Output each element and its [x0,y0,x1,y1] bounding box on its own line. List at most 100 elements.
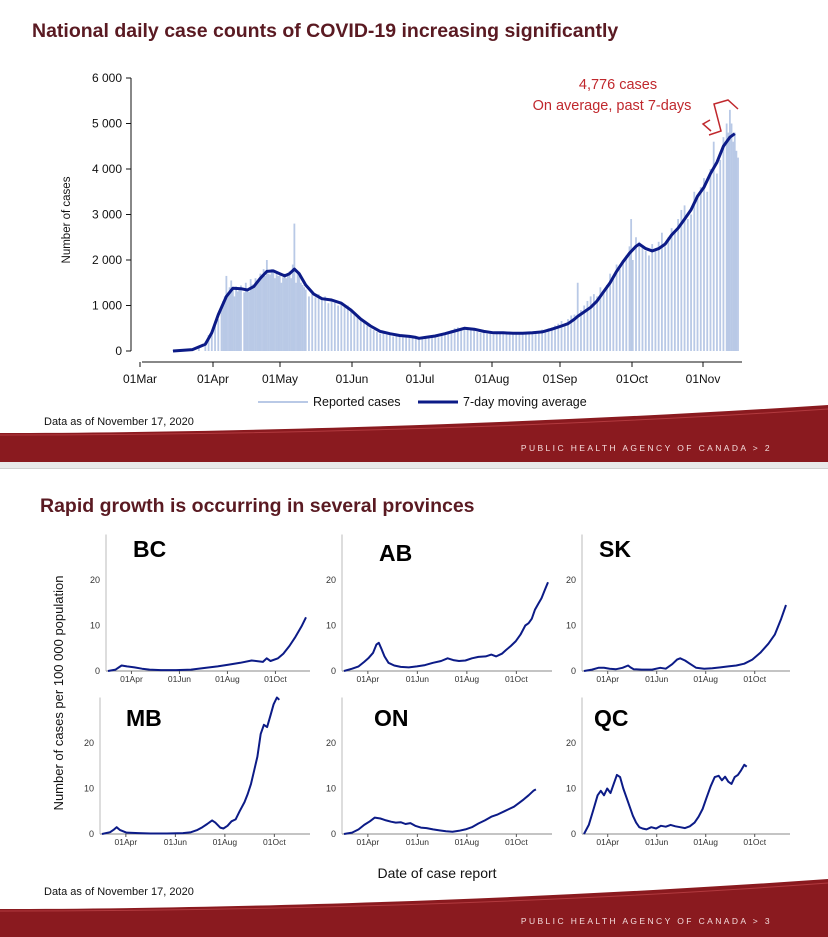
reported-case-bar [727,133,729,351]
slide2-brand-text: PUBLIC HEALTH AGENCY OF CANADA [521,916,748,926]
reported-case-bar [298,276,300,351]
reported-case-bar [719,160,721,351]
reported-case-bar [274,278,276,351]
reported-case-bar [321,299,323,351]
reported-case-bar [229,287,231,351]
reported-case-bar [632,260,634,351]
reported-case-bar [460,329,462,351]
slide1-brand: PUBLIC HEALTH AGENCY OF CANADA > 2 [521,443,772,453]
panel-y-tick-label: 10 [90,621,100,631]
reported-case-bar [622,260,624,351]
reported-case-bar [638,242,640,351]
reported-case-bar [350,311,352,351]
province-line-qc [584,765,747,834]
x-tick-label: 01Mar [123,372,157,386]
reported-case-bar [360,319,362,351]
reported-case-bar [671,228,673,351]
y-tick-label: 0 [115,344,122,358]
reported-case-bar [706,192,708,351]
reported-case-bar [512,335,514,351]
reported-case-bar [259,274,261,351]
panel-y-tick-label: 0 [571,666,576,676]
panel-x-tick-label: 01Jun [406,837,429,847]
reported-case-bar [687,219,689,351]
reported-case-bar [528,332,530,351]
reported-case-bar [470,330,472,351]
y-tick-label: 2 000 [92,253,122,267]
reported-case-bar [496,333,498,351]
reported-case-bar [408,338,410,351]
reported-case-bar [564,325,566,351]
reported-case-bar [502,332,504,351]
reported-case-bar [237,291,239,351]
reported-case-bar [240,285,242,351]
slide2-brand: PUBLIC HEALTH AGENCY OF CANADA > 3 [521,916,772,926]
panel-x-tick-label: 01Apr [120,674,143,684]
reported-case-bar [297,274,299,351]
reported-case-bar [710,169,712,351]
reported-case-bar [684,205,686,351]
reported-case-bar [734,133,736,351]
y-axis-label: Number of cases [61,176,73,263]
reported-case-bar [258,280,260,351]
panel-x-tick-label: 01Oct [264,674,287,684]
province-line-ab [344,582,548,671]
reported-case-bar [272,271,274,351]
reported-case-bar [221,310,223,351]
reported-case-bar [480,333,482,351]
province-line-bc [108,617,306,671]
reported-case-bar [243,292,245,351]
reported-case-bar [389,334,391,351]
y-tick-label: 6 000 [92,71,122,85]
reported-case-bar [412,338,414,351]
panel-y-tick-label: 20 [90,575,100,585]
province-line-on [344,789,536,834]
reported-case-bar [732,142,734,351]
reported-case-bar [729,110,731,351]
panel-x-tick-label: 01Aug [693,837,718,847]
reported-case-bar [693,192,695,351]
slide-national: National daily case counts of COVID-19 i… [0,0,828,463]
panel-y-tick-label: 0 [571,829,576,839]
reported-case-bar [251,285,253,351]
panel-x-tick-label: 01Aug [455,674,480,684]
y-tick-label: 5 000 [92,117,122,131]
reported-case-bar [238,288,240,351]
panel-x-tick-label: 01Apr [357,674,380,684]
reported-case-bar [447,332,449,351]
reported-case-bar [674,230,676,351]
reported-case-bar [402,337,404,351]
x-tick-label: 01Sep [543,372,578,386]
reported-case-bar [415,337,417,351]
reported-case-bar [261,278,263,351]
reported-case-bar [635,237,637,351]
reported-case-bar [616,265,618,351]
reported-case-bar [645,251,647,351]
reported-case-bar [535,331,537,351]
reported-case-bar [247,290,249,351]
reported-case-bar [434,336,436,351]
slide1-footer-band [0,405,828,462]
reported-case-bar [493,335,495,351]
reported-case-bar [217,319,219,351]
reported-case-bar [302,285,304,351]
reported-case-bar [370,328,372,351]
reported-case-bar [255,278,257,351]
panel-x-tick-label: 01Apr [596,674,619,684]
reported-case-bar [619,269,621,351]
panel-x-tick-label: 01Aug [215,674,240,684]
reported-case-bar [467,328,469,351]
panel-x-tick-label: 01Apr [115,837,138,847]
reported-case-bar [703,178,705,351]
panel-y-tick-label: 10 [84,784,94,794]
reported-case-bar [331,301,333,351]
reported-case-bar [373,330,375,351]
reported-case-bar [340,302,342,351]
reported-case-bar [697,196,699,351]
reported-case-bar [700,187,702,351]
provinces-chart: Number of cases per 100 000 population D… [0,469,828,889]
reported-case-bar [337,306,339,352]
reported-case-bar [737,158,739,351]
panel-x-tick-label: 01Oct [743,674,766,684]
reported-case-bar [383,333,385,351]
